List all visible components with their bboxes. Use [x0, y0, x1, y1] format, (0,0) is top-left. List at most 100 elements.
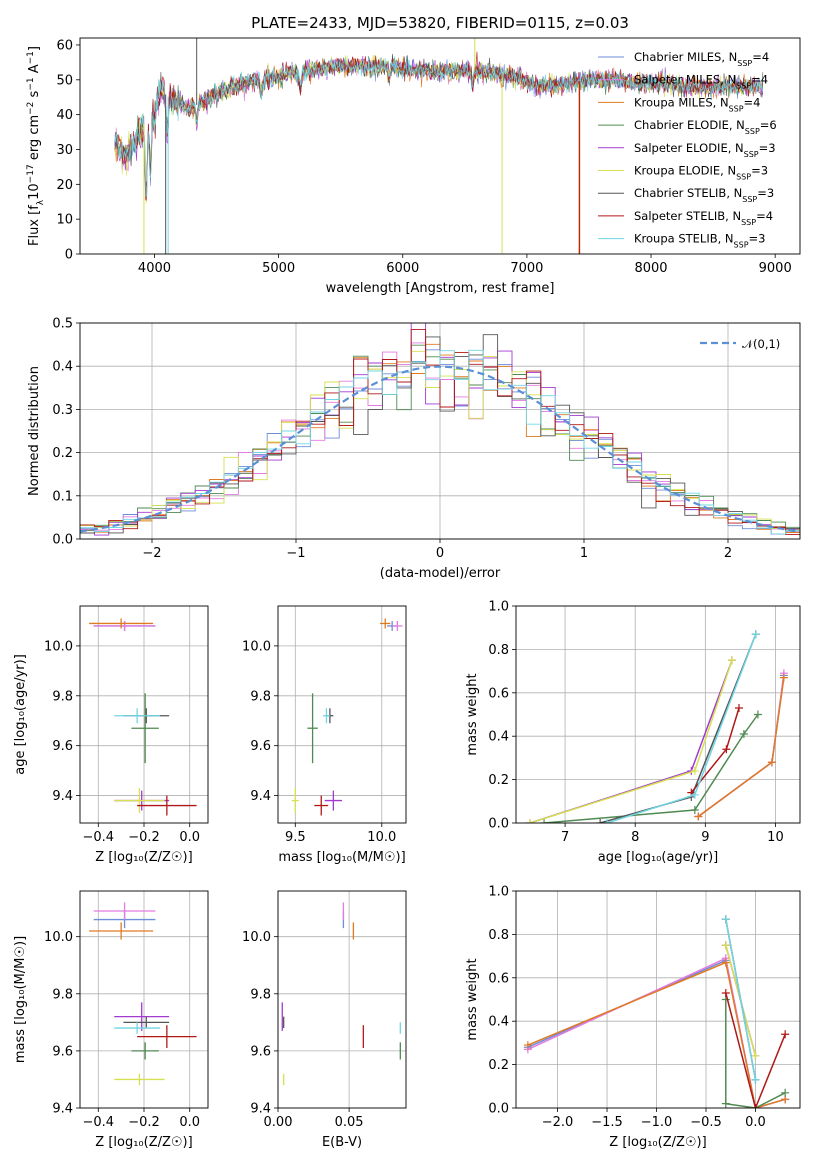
y-tick-label: 10.0 — [44, 639, 73, 654]
y-tick-label: 9.6 — [52, 1044, 73, 1059]
x-tick-label: 5000 — [262, 261, 295, 276]
axes-frame — [515, 605, 801, 824]
y-tick-label: 9.8 — [52, 987, 73, 1002]
x-tick-label: 9 — [701, 830, 709, 845]
spectrum-line — [114, 56, 764, 197]
weight-marker — [781, 1030, 790, 1039]
y-tick-label: 60 — [56, 38, 73, 53]
x-tick-label: −0.4 — [82, 830, 114, 845]
x-tick-label: 7000 — [510, 261, 543, 276]
legend-name: Kroupa STELIB, N — [634, 232, 734, 246]
x-tick-label: −1.0 — [641, 1115, 673, 1130]
legend-sub: SSP — [737, 59, 752, 68]
x-tick-label: 9000 — [759, 261, 792, 276]
y-axis-label: mass weight — [465, 673, 480, 755]
y-tick-label: 9.4 — [250, 1102, 271, 1117]
legend-label: Kroupa ELODIE, NSSP=3 — [634, 164, 768, 182]
x-tick-label: 1 — [580, 546, 588, 561]
plot-area — [89, 618, 197, 816]
y-tick-label: 1.0 — [488, 600, 509, 615]
x-tick-label: 10 — [767, 830, 784, 845]
mass-weight-vs-age-panel: 7 8 9 10 0.0 0.2 0.4 0.6 0.8 1.0 age [log₁₀(age/yr… — [465, 600, 801, 865]
y-tick-label: 9.6 — [250, 739, 271, 754]
y-tick-label: 0.4 — [52, 360, 73, 375]
y-axis-label: mass weight — [465, 958, 480, 1040]
legend-label: 𝒩(0,1) — [742, 337, 780, 351]
y-axis-label-part: −1 — [26, 77, 36, 90]
plot-area — [89, 902, 197, 1086]
plot-area — [526, 630, 788, 823]
y-axis-label: age [log₁₀(age/yr)] — [13, 654, 28, 775]
y-tick-label: 0.6 — [488, 686, 509, 701]
y-tick-label: 9.8 — [52, 689, 73, 704]
legend-value: =3 — [759, 141, 776, 155]
weight-marker — [690, 766, 699, 775]
y-tick-label: 9.6 — [52, 739, 73, 754]
x-tick-label: 0.0 — [179, 830, 200, 845]
x-tick-label: −0.2 — [128, 830, 160, 845]
y-tick-label: 9.8 — [250, 987, 271, 1002]
x-axis-label: (data-model)/error — [380, 566, 501, 581]
legend-value: =4 — [751, 73, 768, 87]
x-tick-label: −2.0 — [542, 1115, 574, 1130]
plot-area — [114, 38, 764, 254]
y-tick-label: 0.8 — [488, 643, 509, 658]
spectrum-panel: 4000 5000 6000 7000 8000 9000 0 10 20 30 40 50 60 wav… — [26, 37, 801, 296]
weight-marker — [727, 656, 736, 665]
weight-marker — [603, 819, 612, 823]
y-tick-label: 0.0 — [488, 817, 509, 832]
mass-vs-metallicity-panel: −0.4 −0.2 0.0 9.4 9.6 9.8 10.0 Z [log₁₀(Z/Z☉)] m… — [13, 890, 209, 1150]
legend-value: =3 — [749, 232, 766, 246]
y-axis-label: mass [log₁₀(M/M☉)] — [13, 936, 28, 1063]
y-tick-label: 20 — [56, 178, 73, 193]
weight-marker — [540, 819, 549, 823]
legend-sub: SSP — [744, 149, 759, 158]
y-tick-label: 0.2 — [52, 446, 73, 461]
x-tick-label: 0.05 — [335, 1115, 364, 1130]
y-axis-label-part: A — [27, 64, 42, 77]
y-tick-label: 40 — [56, 108, 73, 123]
y-tick-label: 0.8 — [488, 928, 509, 943]
x-tick-label: −1.5 — [591, 1115, 623, 1130]
mass-vs-ebv-panel: 0.00 0.05 9.4 9.6 9.8 10.0 E(B-V) — [242, 890, 407, 1150]
x-tick-label: 0 — [436, 546, 444, 561]
legend-value: =4 — [756, 209, 773, 223]
axes-frame — [79, 890, 209, 1109]
legend-label: Chabrier MILES, NSSP=4 — [634, 50, 769, 68]
legend-sub: SSP — [734, 240, 749, 249]
age-vs-mass-panel: 9.5 10.0 9.4 9.6 9.8 10.0 mass [log₁₀(M/M☉)] — [242, 605, 407, 865]
legend-name: Salpeter MILES, N — [634, 73, 736, 87]
x-tick-label: −2 — [142, 546, 161, 561]
y-axis-label-part: −1 — [26, 51, 36, 64]
y-tick-label: 10.0 — [242, 930, 271, 945]
y-tick-label: 0.3 — [52, 403, 73, 418]
y-axis-label: Normed distribution — [27, 366, 42, 496]
age-vs-metallicity-panel: −0.4 −0.2 0.0 9.4 9.6 9.8 10.0 Z [log₁₀(Z/Z☉)] a… — [13, 605, 209, 865]
y-tick-label: 10.0 — [44, 930, 73, 945]
x-tick-label: 4000 — [138, 261, 171, 276]
y-tick-label: 9.4 — [52, 789, 73, 804]
y-tick-label: 0.5 — [52, 317, 73, 332]
legend-sub: SSP — [741, 217, 756, 226]
weight-marker — [526, 819, 535, 823]
axes-frame — [515, 890, 801, 1109]
x-tick-label: 0.0 — [179, 1115, 200, 1130]
x-axis-label: Z [log₁₀(Z/Z☉)] — [95, 1135, 192, 1150]
y-tick-label: 0.4 — [488, 1015, 509, 1030]
legend-name: Salpeter STELIB, N — [634, 209, 741, 223]
legend-value: =6 — [760, 118, 777, 132]
legend-value: =3 — [751, 164, 768, 178]
x-tick-label: 2 — [724, 546, 732, 561]
y-tick-label: 10 — [56, 213, 73, 228]
weight-marker — [739, 730, 748, 739]
weight-marker — [690, 790, 699, 799]
y-tick-label: 1.0 — [488, 885, 509, 900]
y-axis-label-part: λ — [36, 199, 46, 205]
legend-value: =4 — [752, 50, 769, 64]
y-axis-label-part: −17 — [26, 164, 36, 183]
y-tick-label: 30 — [56, 143, 73, 158]
weight-line — [725, 919, 757, 1080]
legend-name: Chabrier ELODIE, N — [634, 118, 745, 132]
legend-label: Salpeter ELODIE, NSSP=3 — [634, 141, 776, 159]
weight-marker — [751, 1075, 760, 1084]
